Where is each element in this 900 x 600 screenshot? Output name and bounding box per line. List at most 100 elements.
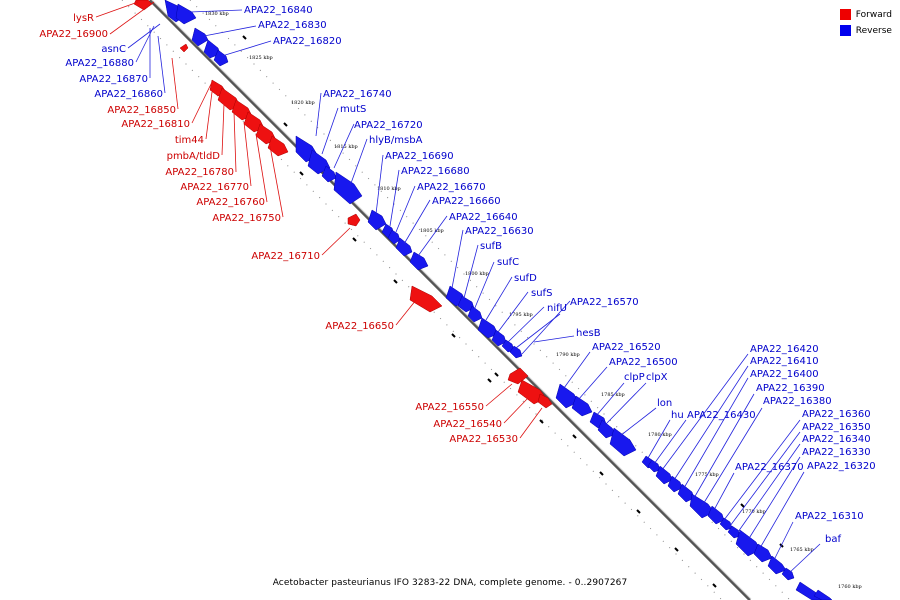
gene-label[interactable]: APA22_16780 [165,167,234,178]
gene-arrow[interactable] [267,135,289,157]
gene-label[interactable]: APA22_16310 [795,511,864,522]
gene-arrow[interactable] [477,317,499,339]
gene-arrow[interactable] [753,543,773,563]
gene-label[interactable]: APA22_16400 [750,369,819,380]
gene-label[interactable]: APA22_16870 [79,74,148,85]
scale-label: 1785 kbp [601,392,625,398]
gene-arrow[interactable] [333,171,363,205]
gene-label[interactable]: APA22_16380 [763,396,832,407]
gene-label[interactable]: APA22_16540 [433,419,502,430]
gene-label[interactable]: clpP [624,372,645,383]
gene-arrow[interactable] [457,295,475,313]
gene-arrow[interactable] [191,27,209,47]
gene-label[interactable]: sufD [514,273,537,284]
gene-arrow[interactable] [179,43,189,53]
gene-arrow[interactable] [175,3,197,25]
gene-arrow[interactable] [203,39,221,59]
gene-arrow[interactable] [409,285,443,313]
gene-arrow[interactable] [735,529,761,557]
gene-label[interactable]: APA22_16370 [735,462,804,473]
gene-label[interactable]: APA22_16880 [65,58,134,69]
gene-label[interactable]: APA22_16660 [432,196,501,207]
gene-arrow[interactable] [655,465,673,485]
gene-label[interactable]: APA22_16760 [196,197,265,208]
gene-arrow[interactable] [813,589,833,600]
gene-arrow[interactable] [555,383,579,409]
gene-label[interactable]: APA22_16410 [750,356,819,367]
gene-label[interactable]: sufB [480,241,502,252]
gene-label[interactable]: APA22_16530 [449,434,518,445]
gene-label[interactable]: APA22_16390 [756,383,825,394]
gene-label[interactable]: APA22_16740 [323,89,392,100]
gene-arrow[interactable] [321,165,337,183]
gene-label[interactable]: APA22_16690 [385,151,454,162]
gene-label[interactable]: APA22_16500 [609,357,678,368]
gene-arrow[interactable] [509,345,523,359]
gene-label[interactable]: baf [825,534,841,545]
gene-arrow[interactable] [707,505,725,525]
gene-label[interactable]: hesB [576,328,601,339]
gene-label[interactable]: APA22_16640 [449,212,518,223]
gene-label[interactable]: APA22_16750 [212,213,281,224]
gene-label[interactable]: asnC [101,44,126,55]
gene-arrow[interactable] [727,525,741,539]
gene-label[interactable]: APA22_16820 [273,36,342,47]
gene-label[interactable]: nifU [547,303,567,314]
gene-arrow[interactable] [677,483,695,503]
gene-label[interactable]: sufS [531,288,552,299]
gene-label[interactable]: lon [657,398,672,409]
gene-label[interactable]: hlyB/msbA [369,135,423,146]
leader-line [191,81,213,124]
gene-label[interactable]: APA22_16430 [687,410,756,421]
gene-arrow[interactable] [609,427,637,457]
gene-arrow[interactable] [537,393,553,409]
gene-arrow[interactable] [647,459,661,473]
gene-arrow[interactable] [387,229,401,245]
gene-label[interactable]: lysR [73,13,94,24]
gene-label[interactable]: APA22_16350 [802,422,871,433]
gene-arrow[interactable] [507,367,529,385]
gene-label[interactable]: pmbA/tldD [167,151,221,162]
gene-label[interactable]: APA22_16770 [180,182,249,193]
gene-label[interactable]: APA22_16680 [401,166,470,177]
gene-label[interactable]: APA22_16720 [354,120,423,131]
gene-label[interactable]: mutS [340,104,366,115]
gene-arrow[interactable] [409,251,429,271]
gene-label[interactable]: APA22_16710 [251,251,320,262]
gene-label[interactable]: clpX [646,372,668,383]
gene-arrow[interactable] [571,395,593,417]
gene-label[interactable]: APA22_16340 [802,434,871,445]
gene-label[interactable]: sufC [497,257,519,268]
gene-label[interactable]: APA22_16420 [750,344,819,355]
gene-label[interactable]: APA22_16860 [94,89,163,100]
gene-label[interactable]: APA22_16360 [802,409,871,420]
gene-arrow[interactable] [367,209,387,231]
gene-arrow[interactable] [667,475,683,493]
gene-label[interactable]: APA22_16850 [107,105,176,116]
gene-arrow[interactable] [491,329,507,347]
gene-label[interactable]: APA22_16830 [258,20,327,31]
gene-label[interactable]: APA22_16520 [592,342,661,353]
gene-label[interactable]: APA22_16320 [807,461,876,472]
gene-label[interactable]: APA22_16840 [244,5,313,16]
gene-label[interactable]: APA22_16570 [570,297,639,308]
gene-arrow[interactable] [395,237,413,257]
gene-label[interactable]: APA22_16630 [465,226,534,237]
gene-arrow[interactable] [719,517,733,531]
leader-line [321,107,339,155]
gene-label[interactable]: tim44 [175,135,204,146]
gene-label[interactable]: APA22_16810 [121,119,190,130]
gene-label[interactable]: APA22_16670 [417,182,486,193]
gene-arrow[interactable] [467,305,483,323]
gene-arrow[interactable] [597,419,617,439]
leader-line [127,23,161,49]
gene-label[interactable]: APA22_16650 [325,321,394,332]
leader-line [395,299,417,326]
gene-label[interactable]: APA22_16550 [415,402,484,413]
gene-label[interactable]: APA22_16900 [39,29,108,40]
gene-label[interactable]: APA22_16330 [802,447,871,458]
gene-label[interactable]: hu [671,410,684,421]
gene-arrow[interactable] [767,555,787,575]
leader-line [485,383,513,407]
gene-arrow[interactable] [347,213,361,227]
